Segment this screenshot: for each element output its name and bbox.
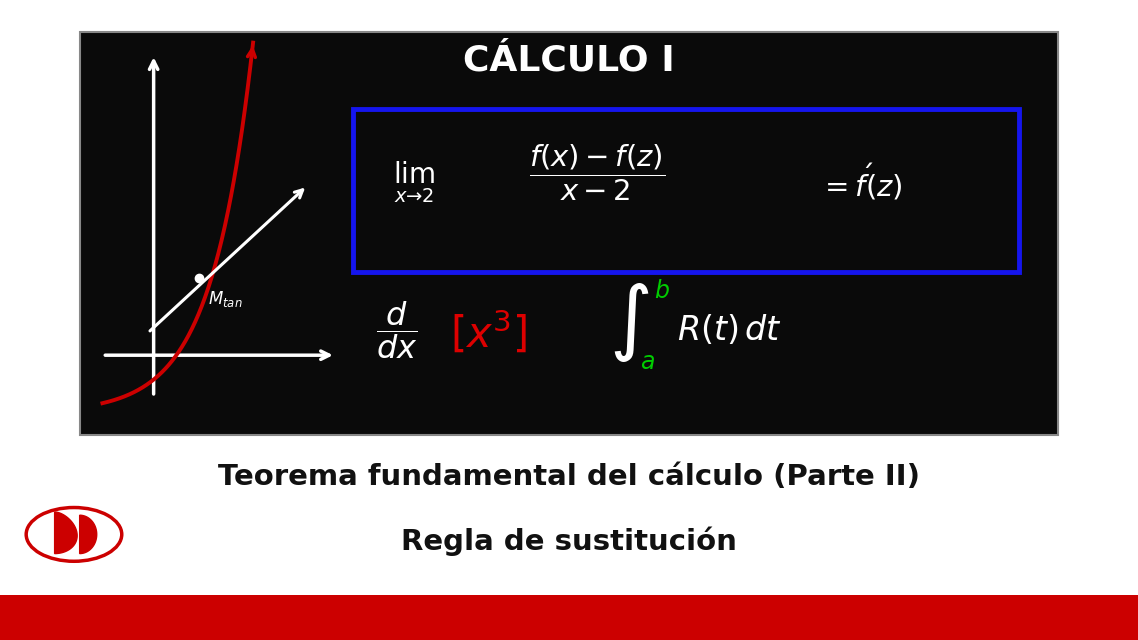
Text: $\lim_{x \to 2}$: $\lim_{x \to 2}$ — [393, 159, 435, 205]
Polygon shape — [55, 512, 77, 554]
Text: $\int$: $\int$ — [609, 282, 649, 364]
Bar — [353, 109, 1019, 272]
Text: Teorema fundamental del cálculo (Parte II): Teorema fundamental del cálculo (Parte I… — [218, 463, 920, 491]
Polygon shape — [80, 515, 97, 554]
Bar — [0, 595, 1138, 640]
Text: $R(t)\,dt$: $R(t)\,dt$ — [677, 312, 782, 347]
Text: $[x^3]$: $[x^3]$ — [450, 309, 527, 356]
Text: Regla de sustitución: Regla de sustitución — [401, 526, 737, 556]
Text: $\dfrac{f(x)-f(z)}{x-2}$: $\dfrac{f(x)-f(z)}{x-2}$ — [529, 143, 666, 203]
Text: $M_{tan}$: $M_{tan}$ — [208, 289, 242, 309]
Bar — [80, 32, 1058, 435]
Text: $= f\'(z)$: $= f\'(z)$ — [819, 163, 902, 202]
Text: $a$: $a$ — [640, 349, 654, 374]
Text: CÁLCULO I: CÁLCULO I — [463, 44, 675, 78]
Text: $b$: $b$ — [654, 279, 670, 303]
Text: $\dfrac{d}{dx}$: $\dfrac{d}{dx}$ — [376, 299, 417, 360]
